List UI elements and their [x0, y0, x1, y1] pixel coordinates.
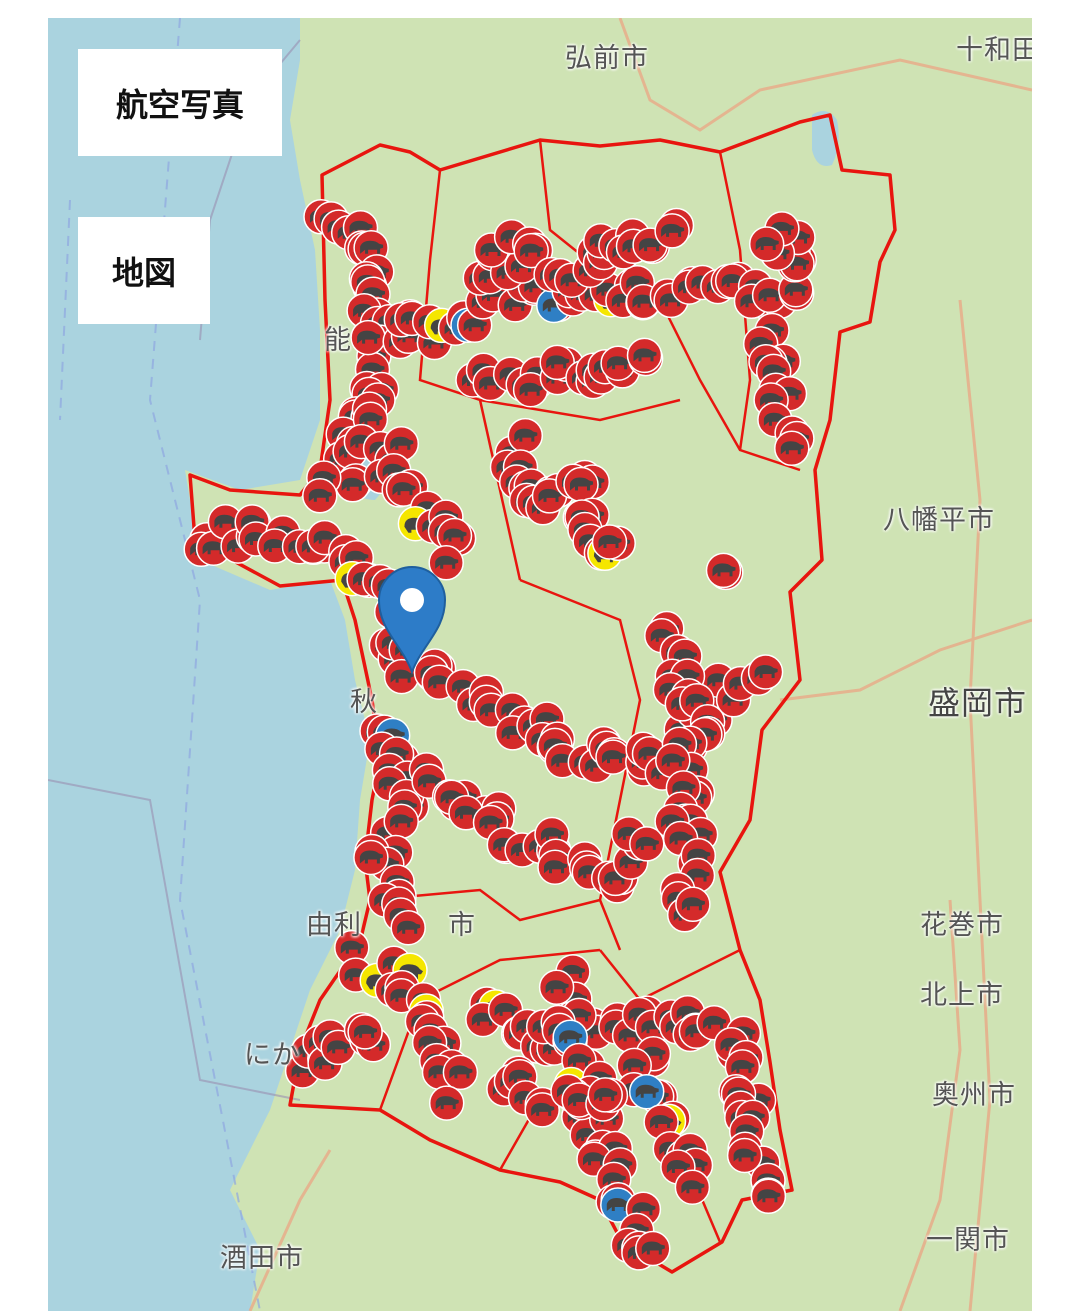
- wildlife-marker[interactable]: [552, 1019, 588, 1056]
- bear-sighting-marker[interactable]: [600, 345, 636, 381]
- bear-sighting-marker[interactable]: [587, 1077, 623, 1113]
- bear-sighting-marker[interactable]: [436, 517, 473, 554]
- place-label-nikaho: にか: [244, 1040, 300, 1071]
- place-label-noshiro: 能: [324, 325, 352, 356]
- place-label-hachimantai: 八幡平市: [883, 505, 995, 536]
- marker-layer: [183, 199, 817, 1271]
- bear-sighting-marker[interactable]: [385, 471, 422, 507]
- bear-sighting-marker[interactable]: [726, 1137, 763, 1174]
- bear-sighting-marker[interactable]: [442, 1054, 479, 1091]
- bear-sighting-marker[interactable]: [674, 1169, 711, 1205]
- bear-sighting-marker[interactable]: [635, 1230, 671, 1267]
- bear-sighting-marker[interactable]: [747, 654, 784, 690]
- bear-sighting-marker[interactable]: [257, 528, 293, 564]
- wildlife-marker[interactable]: [628, 1073, 665, 1110]
- place-label-sakata: 酒田市: [220, 1243, 304, 1274]
- bear-sighting-marker[interactable]: [591, 524, 628, 560]
- place-label-towada: 十和田: [956, 35, 1032, 66]
- roads: [248, 18, 1032, 1311]
- map-button[interactable]: 地図: [78, 217, 210, 324]
- bear-sighting-marker[interactable]: [428, 545, 464, 581]
- bear-sighting-marker[interactable]: [629, 826, 665, 862]
- bear-sighting-marker[interactable]: [513, 232, 549, 269]
- bear-sighting-marker[interactable]: [774, 430, 810, 467]
- bear-sighting-marker[interactable]: [537, 849, 573, 885]
- location-pin[interactable]: [377, 566, 447, 675]
- bear-sighting-marker[interactable]: [675, 886, 711, 923]
- bear-sighting-marker[interactable]: [302, 478, 338, 514]
- place-label-yurihonjo-suffix: 市: [448, 910, 476, 941]
- bear-sighting-marker[interactable]: [383, 425, 420, 462]
- bear-sighting-marker[interactable]: [778, 271, 814, 308]
- bear-sighting-marker[interactable]: [507, 417, 544, 454]
- bear-sighting-marker[interactable]: [595, 739, 631, 775]
- place-label-morioka: 盛岡市: [928, 684, 1028, 722]
- bear-sighting-marker[interactable]: [390, 909, 426, 946]
- bear-sighting-marker[interactable]: [428, 1085, 465, 1121]
- bear-sighting-marker[interactable]: [654, 213, 690, 249]
- bear-sighting-marker[interactable]: [538, 969, 575, 1006]
- basemap: [48, 18, 1032, 1311]
- place-label-kitakami: 北上市: [920, 980, 1004, 1011]
- map-view[interactable]: 弘前市 十和田 八幡平市 盛岡市 花巻市 北上市 奥州市 一関市 酒田市 にか …: [48, 18, 1032, 1311]
- bear-sighting-marker[interactable]: [705, 552, 742, 589]
- place-label-oshu: 奥州市: [932, 1080, 1016, 1111]
- bear-sighting-marker[interactable]: [748, 226, 785, 262]
- bear-sighting-marker[interactable]: [350, 319, 386, 356]
- place-label-hanamaki: 花巻市: [920, 910, 1004, 941]
- place-label-akita: 秋: [350, 687, 378, 718]
- bear-sighting-marker[interactable]: [563, 466, 599, 503]
- bear-sighting-marker[interactable]: [524, 1092, 560, 1128]
- bear-sighting-marker[interactable]: [383, 803, 419, 840]
- bear-sighting-marker[interactable]: [626, 337, 663, 374]
- place-label-hirosaki: 弘前市: [565, 43, 649, 74]
- bear-sighting-marker[interactable]: [750, 1178, 787, 1215]
- place-label-yurihonjo: 由利: [306, 910, 362, 941]
- aerial-photo-button[interactable]: 航空写真: [78, 49, 282, 156]
- bear-sighting-marker[interactable]: [353, 839, 389, 876]
- place-label-ichinoseki: 一関市: [926, 1225, 1010, 1256]
- bear-sighting-marker[interactable]: [334, 929, 370, 966]
- bear-sighting-marker[interactable]: [347, 1014, 383, 1050]
- bear-sighting-marker[interactable]: [643, 1104, 679, 1140]
